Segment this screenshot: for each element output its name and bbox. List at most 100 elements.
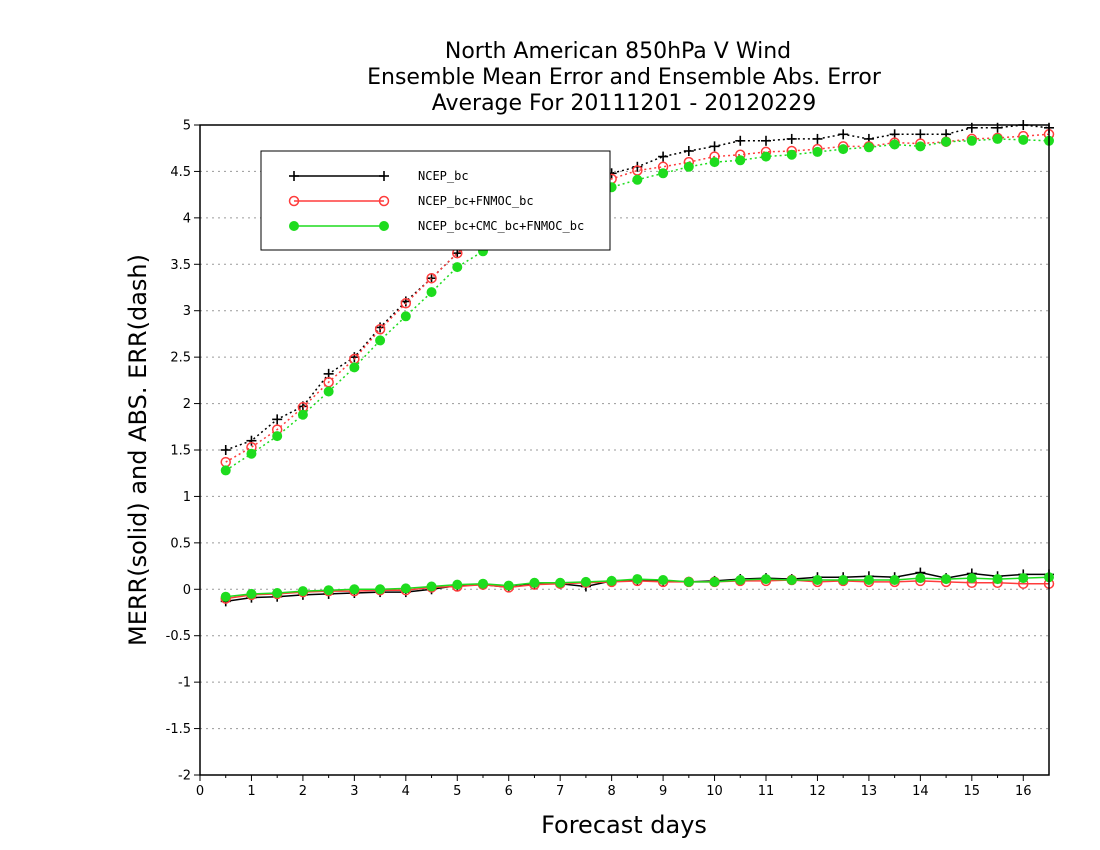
mean-err-point: [272, 588, 283, 598]
abs-err-point: [400, 311, 411, 322]
abs-err-point: [761, 135, 771, 146]
mean-err-point: [503, 580, 514, 591]
abs-err-point: [966, 135, 977, 146]
mean-err-point: [220, 591, 231, 602]
mean-err-point: [966, 573, 977, 584]
mean-err-point: [375, 584, 386, 595]
plot-frame: [199, 124, 1050, 776]
abs-err-point: [323, 386, 334, 397]
abs-err-point: [349, 353, 360, 365]
abs-err-point: [220, 456, 231, 468]
abs-err-point: [426, 272, 437, 284]
mean-err-point: [529, 577, 540, 588]
mean-err-point: [323, 585, 334, 596]
x-tick-label: 8: [607, 784, 615, 799]
x-tick-label: 2: [299, 784, 307, 799]
mean-err-point: [941, 574, 952, 585]
abs-err-point: [992, 133, 1003, 144]
mean-err-point: [632, 574, 643, 585]
x-tick-label: 4: [402, 784, 410, 799]
y-tick-label: 5: [183, 119, 191, 134]
y-tick-label: 0: [183, 583, 191, 598]
abs-err-point: [915, 141, 926, 152]
abs-err-point: [246, 435, 257, 446]
y-tick-label: 2: [183, 397, 191, 412]
mean-err-point: [709, 576, 720, 587]
mean-err-point: [297, 586, 308, 597]
legend-marker: [289, 171, 299, 181]
x-tick-label: 7: [556, 784, 564, 799]
x-tick-label: 1: [247, 784, 255, 799]
y-tick-label: -1.5: [166, 722, 191, 737]
mean-err-point: [812, 575, 823, 585]
mean-err-point: [606, 575, 617, 586]
mean-err-point: [786, 575, 797, 585]
abs-err-point: [735, 135, 746, 146]
abs-err-point: [709, 157, 720, 168]
abs-err-point: [812, 133, 823, 144]
title-line-1: North American 850hPa V Wind: [445, 39, 791, 64]
mean-err-point: [400, 583, 411, 594]
series-3: [220, 133, 1054, 602]
x-tick-label: 3: [350, 784, 358, 799]
legend-marker: [378, 195, 390, 207]
mean-err-point: [1018, 573, 1029, 584]
abs-err-point: [297, 409, 308, 420]
mean-err-point: [555, 577, 566, 588]
mean-err-point: [452, 579, 463, 590]
x-tick-label: 16: [1015, 784, 1032, 799]
abs-err-point: [735, 155, 746, 166]
abs-err-point: [889, 139, 900, 150]
mean-err-point: [658, 575, 669, 585]
abs-err-point: [812, 146, 823, 157]
mean-err-point: [349, 584, 360, 595]
abs-err-point: [272, 414, 283, 425]
x-tick-label: 15: [964, 784, 981, 799]
abs-err-point: [941, 136, 952, 147]
mean-err-point: [838, 575, 849, 585]
abs-err-point: [786, 149, 797, 160]
mean-err-point: [735, 575, 746, 585]
title-line-2: Ensemble Mean Error and Ensemble Abs. Er…: [367, 65, 882, 90]
y-tick-label: -0.5: [166, 629, 191, 644]
mean-err-point: [580, 576, 591, 587]
x-tick-label: 11: [758, 784, 775, 799]
mean-err-point: [761, 574, 771, 585]
mean-err-point: [426, 581, 437, 592]
mean-err-point: [889, 575, 900, 585]
abs-err-point: [452, 262, 463, 273]
legend-marker: [288, 195, 300, 207]
x-tick-label: 5: [453, 784, 461, 799]
abs-err-point: [426, 273, 437, 284]
y-tick-label: 3: [183, 304, 191, 319]
abs-err-point: [426, 287, 437, 298]
legend-label: NCEP_bc+CMC_bc+FNMOC_bc: [418, 219, 584, 233]
y-tick-label: 0.5: [170, 536, 191, 551]
mean-err-point: [992, 574, 1003, 585]
y-tick-label: 3.5: [170, 258, 191, 273]
abs-err-point: [632, 174, 643, 185]
mean-err-point: [863, 575, 874, 585]
y-tick-label: 1.5: [170, 444, 191, 459]
x-tick-label: 14: [912, 784, 929, 799]
legend-entry: NCEP_bc+CMC_bc+FNMOC_bc: [289, 219, 584, 233]
abs-err-point: [323, 376, 334, 388]
legend-marker: [379, 171, 389, 181]
abs-err-point: [658, 168, 669, 179]
mean-err-point: [683, 576, 694, 587]
legend-label: NCEP_bc: [418, 169, 469, 183]
legend: NCEP_bc NCEP_bc+FNMOC_bc NCEP_bc+CMC_bc+FN…: [260, 150, 611, 251]
abs-err-point: [632, 165, 643, 176]
abs-err-point: [683, 161, 694, 172]
x-tick-label: 12: [809, 784, 826, 799]
y-tick-label: 4.5: [170, 165, 191, 180]
abs-err-point: [838, 129, 849, 140]
y-tick-label: 4: [183, 211, 191, 226]
chart-title: North American 850hPa V Wind Ensemble Me…: [367, 39, 882, 116]
legend-label: NCEP_bc+FNMOC_bc: [418, 194, 534, 208]
y-tick-label: -2: [178, 769, 191, 784]
abs-err-point: [683, 146, 694, 156]
legend-marker: [379, 221, 389, 231]
abs-err-point: [786, 133, 797, 144]
